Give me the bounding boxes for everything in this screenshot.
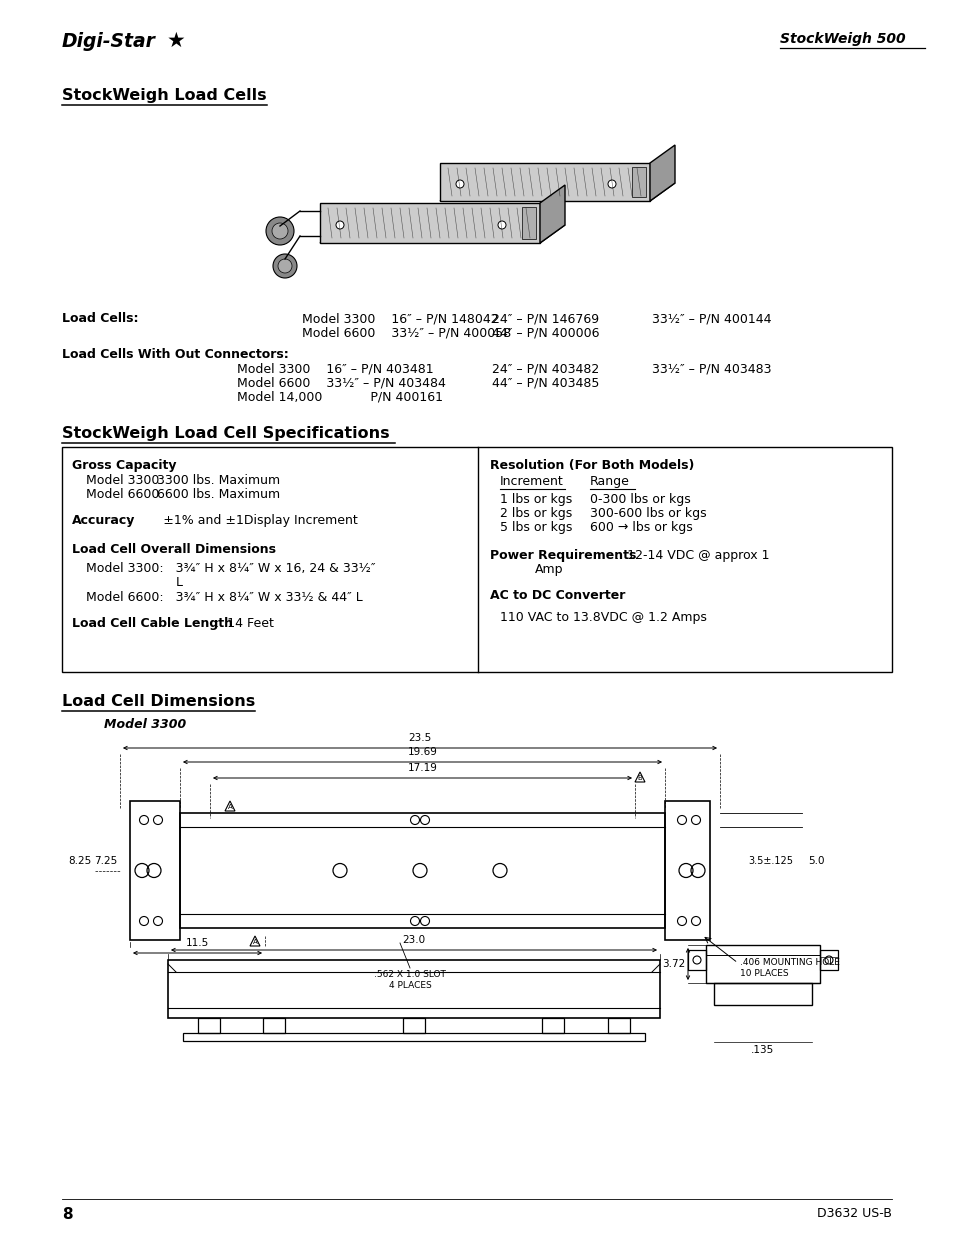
Text: Model 3300    16″ – P/N 148042: Model 3300 16″ – P/N 148042 xyxy=(302,312,498,325)
Text: Model 3300:: Model 3300: xyxy=(86,474,164,487)
Text: Model 14,000            P/N 400161: Model 14,000 P/N 400161 xyxy=(236,391,442,404)
Text: :        ±1% and ±1Display Increment: : ±1% and ±1Display Increment xyxy=(127,514,357,527)
Text: 600 → lbs or kgs: 600 → lbs or kgs xyxy=(589,521,692,534)
Text: StockWeigh Load Cell Specifications: StockWeigh Load Cell Specifications xyxy=(62,426,389,441)
Polygon shape xyxy=(539,185,564,243)
Circle shape xyxy=(266,217,294,245)
Text: 33½″ – P/N 400144: 33½″ – P/N 400144 xyxy=(651,312,771,325)
Bar xyxy=(319,203,539,243)
Bar xyxy=(705,945,820,983)
Text: 10 PLACES: 10 PLACES xyxy=(740,969,788,978)
Text: 0-300 lbs or kgs: 0-300 lbs or kgs xyxy=(589,493,690,506)
Bar xyxy=(183,1032,644,1041)
Bar xyxy=(541,1018,563,1032)
Text: Increment: Increment xyxy=(499,475,563,488)
Text: 33½″ – P/N 403483: 33½″ – P/N 403483 xyxy=(651,363,771,375)
Text: :  12-14 VDC @ approx 1: : 12-14 VDC @ approx 1 xyxy=(615,550,769,562)
Bar xyxy=(521,207,536,240)
Text: StockWeigh Load Cells: StockWeigh Load Cells xyxy=(62,88,266,103)
Bar xyxy=(607,1018,629,1032)
Bar xyxy=(180,813,664,927)
Text: Gross Capacity: Gross Capacity xyxy=(71,459,176,472)
Text: 24″ – P/N 403482: 24″ – P/N 403482 xyxy=(492,363,598,375)
Polygon shape xyxy=(439,183,675,201)
Polygon shape xyxy=(319,225,564,243)
Circle shape xyxy=(456,180,463,188)
Text: Model 6600    33½″ – P/N 400058: Model 6600 33½″ – P/N 400058 xyxy=(302,326,511,338)
Circle shape xyxy=(273,254,296,278)
Circle shape xyxy=(277,259,292,273)
Text: Model 3300: Model 3300 xyxy=(104,718,186,731)
Text: Model 6600:   3¾″ H x 8¼″ W x 33½ & 44″ L: Model 6600: 3¾″ H x 8¼″ W x 33½ & 44″ L xyxy=(86,592,362,604)
Circle shape xyxy=(607,180,616,188)
Text: Power Requirements: Power Requirements xyxy=(490,550,636,562)
Text: 17.19: 17.19 xyxy=(407,763,437,773)
Text: A: A xyxy=(228,804,233,810)
Text: Model 6600:: Model 6600: xyxy=(86,488,164,501)
Text: 24″ – P/N 146769: 24″ – P/N 146769 xyxy=(492,312,598,325)
Text: 5.0: 5.0 xyxy=(807,856,823,866)
Text: 5 lbs or kgs: 5 lbs or kgs xyxy=(499,521,572,534)
Text: Range: Range xyxy=(589,475,629,488)
Text: 44″ – P/N 400006: 44″ – P/N 400006 xyxy=(492,326,598,338)
Text: 1 lbs or kgs: 1 lbs or kgs xyxy=(499,493,572,506)
Bar xyxy=(664,802,709,940)
Text: .406 MOUNTING HOLE: .406 MOUNTING HOLE xyxy=(740,958,839,967)
Bar xyxy=(687,950,705,969)
Text: 7.25: 7.25 xyxy=(93,856,117,866)
Text: Amp: Amp xyxy=(535,563,563,576)
Text: A: A xyxy=(253,939,257,945)
Text: 11.5: 11.5 xyxy=(186,939,209,948)
Text: Model 3300    16″ – P/N 403481: Model 3300 16″ – P/N 403481 xyxy=(236,363,434,375)
Bar xyxy=(402,1018,424,1032)
Text: ★: ★ xyxy=(167,31,186,51)
Bar xyxy=(168,960,659,1018)
Bar xyxy=(62,447,891,672)
Text: L: L xyxy=(175,576,183,589)
Text: 3300 lbs. Maximum: 3300 lbs. Maximum xyxy=(157,474,280,487)
Text: B: B xyxy=(637,776,641,781)
Text: Load Cell Dimensions: Load Cell Dimensions xyxy=(62,694,255,709)
Text: 4 PLACES: 4 PLACES xyxy=(388,981,431,990)
Bar xyxy=(820,950,837,969)
Text: 8: 8 xyxy=(62,1207,72,1221)
Text: Model 6600    33½″ – P/N 403484: Model 6600 33½″ – P/N 403484 xyxy=(236,377,445,390)
Text: 6600 lbs. Maximum: 6600 lbs. Maximum xyxy=(157,488,280,501)
Bar xyxy=(263,1018,285,1032)
Text: 3.72: 3.72 xyxy=(661,960,684,969)
Text: 2 lbs or kgs: 2 lbs or kgs xyxy=(499,508,572,520)
Text: Digi-Star: Digi-Star xyxy=(62,32,155,51)
Text: .135: .135 xyxy=(751,1045,774,1055)
Bar xyxy=(198,1018,220,1032)
Text: Load Cell Cable Length: Load Cell Cable Length xyxy=(71,618,233,630)
Text: 23.0: 23.0 xyxy=(402,935,425,945)
Circle shape xyxy=(497,221,505,228)
Text: Model 3300:   3¾″ H x 8¼″ W x 16, 24 & 33½″: Model 3300: 3¾″ H x 8¼″ W x 16, 24 & 33½… xyxy=(86,562,375,576)
Polygon shape xyxy=(649,144,675,201)
Circle shape xyxy=(272,224,288,240)
Text: 19.69: 19.69 xyxy=(407,747,437,757)
Text: D3632 US-B: D3632 US-B xyxy=(817,1207,891,1220)
Text: StockWeigh 500: StockWeigh 500 xyxy=(780,32,904,46)
Text: 110 VAC to 13.8VDC @ 1.2 Amps: 110 VAC to 13.8VDC @ 1.2 Amps xyxy=(499,611,706,624)
Bar xyxy=(631,167,645,198)
Text: Load Cells With Out Connectors:: Load Cells With Out Connectors: xyxy=(62,348,289,361)
Text: 3.5±.125: 3.5±.125 xyxy=(747,856,792,866)
Bar xyxy=(439,163,649,201)
Bar xyxy=(130,802,180,940)
Bar xyxy=(713,983,811,1005)
Text: 8.25: 8.25 xyxy=(69,856,91,866)
Text: Load Cells:: Load Cells: xyxy=(62,312,138,325)
Text: .562 X 1.0 SLOT: .562 X 1.0 SLOT xyxy=(374,969,445,979)
Text: 23.5: 23.5 xyxy=(408,734,431,743)
Text: Resolution (For Both Models): Resolution (For Both Models) xyxy=(490,459,694,472)
Circle shape xyxy=(335,221,344,228)
Text: :  14 Feet: : 14 Feet xyxy=(214,618,274,630)
Text: Accuracy: Accuracy xyxy=(71,514,135,527)
Text: 300-600 lbs or kgs: 300-600 lbs or kgs xyxy=(589,508,706,520)
Text: AC to DC Converter: AC to DC Converter xyxy=(490,589,625,601)
Text: 44″ – P/N 403485: 44″ – P/N 403485 xyxy=(492,377,598,390)
Text: Load Cell Overall Dimensions: Load Cell Overall Dimensions xyxy=(71,543,275,556)
